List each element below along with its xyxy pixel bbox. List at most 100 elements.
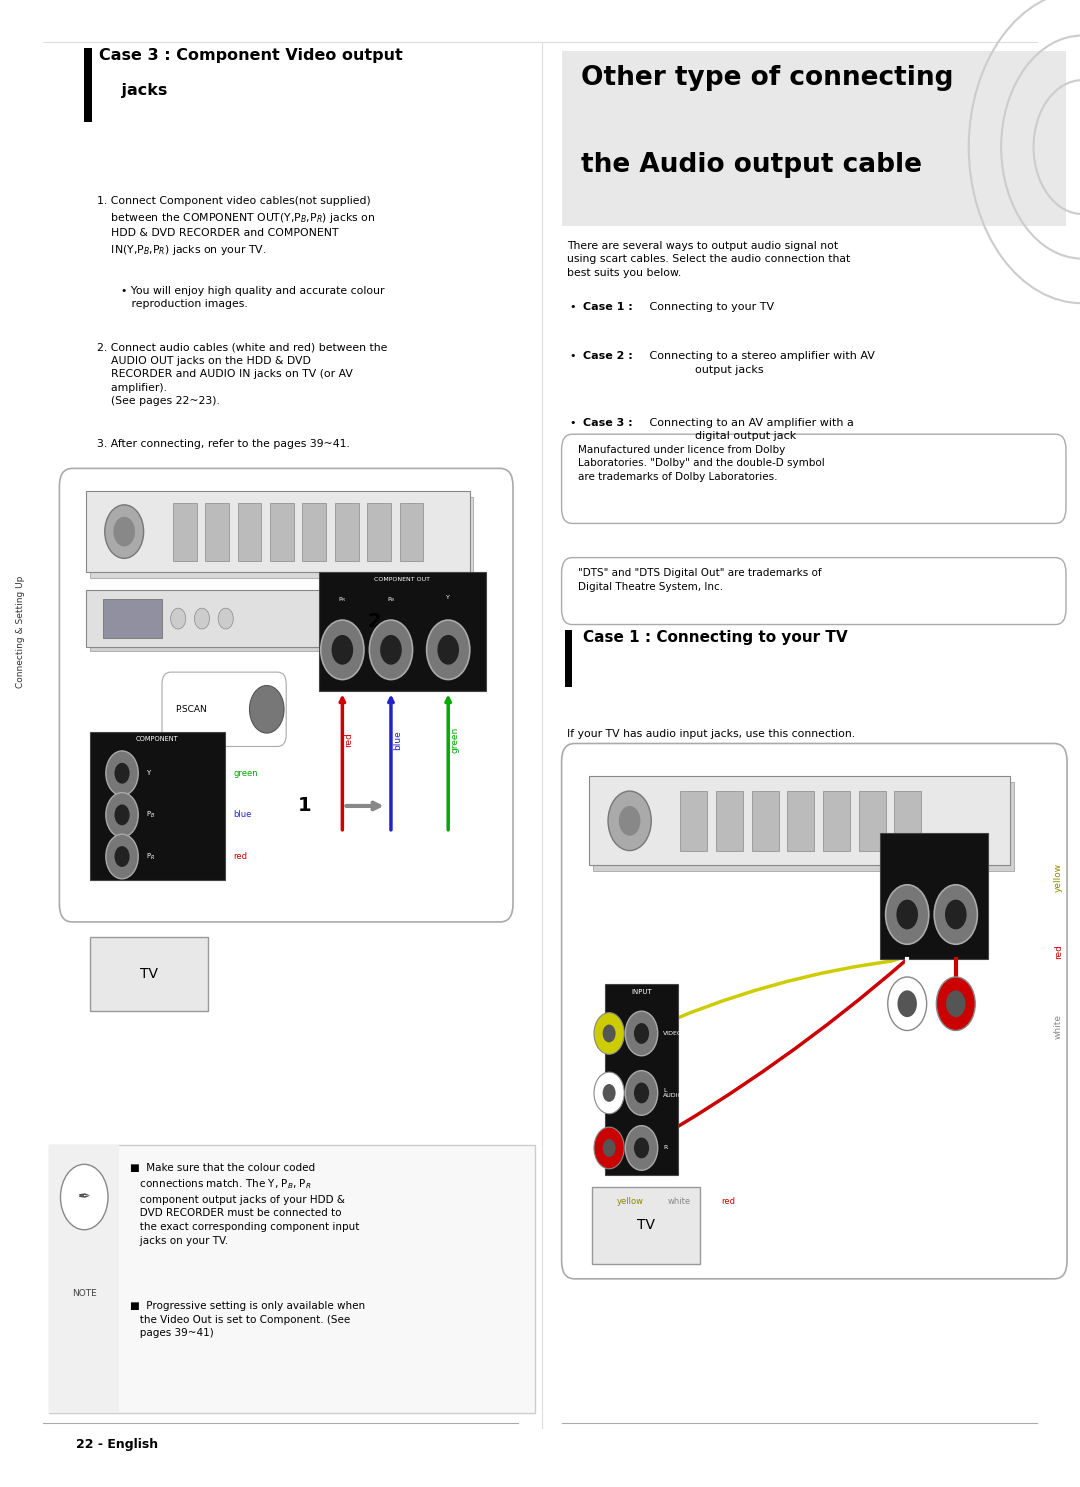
Text: Connecting to your TV: Connecting to your TV: [646, 302, 774, 312]
Text: P$_R$: P$_R$: [146, 852, 156, 861]
Text: Manufactured under licence from Dolby
Laboratories. "Dolby" and the double-D sym: Manufactured under licence from Dolby La…: [578, 445, 824, 482]
Text: yellow: yellow: [1054, 862, 1063, 892]
Bar: [605, 984, 678, 1175]
Text: white: white: [1054, 1014, 1063, 1038]
Text: ■  Progressive setting is only available when
   the Video Out is set to Compone: ■ Progressive setting is only available …: [130, 1301, 365, 1338]
Circle shape: [625, 1071, 658, 1115]
Circle shape: [634, 1138, 649, 1158]
Text: L
AUDIO: L AUDIO: [663, 1087, 684, 1099]
Bar: [319, 572, 486, 691]
Text: 22 - English: 22 - English: [76, 1438, 158, 1451]
Text: •: •: [569, 302, 576, 312]
Circle shape: [194, 608, 210, 629]
Text: Case 2 :: Case 2 :: [583, 351, 633, 361]
Bar: [302, 503, 326, 561]
Circle shape: [321, 620, 364, 680]
Text: TV: TV: [637, 1218, 654, 1233]
Circle shape: [934, 885, 977, 944]
Text: VIDEO: VIDEO: [663, 1030, 683, 1036]
Text: Y: Y: [446, 595, 450, 599]
Text: P$_B$: P$_B$: [387, 595, 395, 604]
Text: •: •: [569, 418, 576, 428]
Circle shape: [946, 990, 966, 1017]
Text: the Audio output cable: the Audio output cable: [581, 152, 922, 177]
Text: •: •: [569, 351, 576, 361]
Bar: [90, 732, 225, 880]
Text: Connecting & Setting Up: Connecting & Setting Up: [16, 575, 25, 688]
Bar: [173, 503, 197, 561]
Circle shape: [380, 635, 402, 665]
Circle shape: [634, 1023, 649, 1044]
Circle shape: [249, 686, 284, 733]
Bar: [787, 791, 814, 851]
Circle shape: [105, 506, 144, 559]
Circle shape: [886, 885, 929, 944]
Bar: [49, 1145, 119, 1413]
Circle shape: [896, 900, 918, 929]
Text: • You will enjoy high quality and accurate colour
   reproduction images.: • You will enjoy high quality and accura…: [121, 286, 384, 309]
Bar: [593, 782, 1014, 871]
Bar: [86, 491, 470, 572]
Bar: [400, 503, 423, 561]
Bar: [859, 791, 886, 851]
Circle shape: [594, 1127, 624, 1169]
Text: red: red: [721, 1197, 734, 1206]
Bar: [103, 599, 162, 638]
Text: Case 3 : Component Video output: Case 3 : Component Video output: [99, 48, 403, 62]
Bar: [335, 503, 359, 561]
Bar: [716, 791, 743, 851]
Text: NOTE: NOTE: [72, 1289, 96, 1298]
Circle shape: [106, 834, 138, 879]
Bar: [90, 937, 208, 1011]
Text: "DTS" and "DTS Digital Out" are trademarks of
Digital Theatre System, Inc.: "DTS" and "DTS Digital Out" are trademar…: [578, 568, 822, 592]
Bar: [238, 503, 261, 561]
Circle shape: [369, 620, 413, 680]
Circle shape: [218, 608, 233, 629]
Bar: [49, 1145, 535, 1413]
Circle shape: [171, 608, 186, 629]
Bar: [84, 48, 92, 122]
FancyBboxPatch shape: [562, 744, 1067, 1279]
Circle shape: [437, 635, 459, 665]
Circle shape: [114, 846, 130, 867]
Bar: [367, 503, 391, 561]
Text: INPUT: INPUT: [631, 989, 652, 995]
Text: COMPONENT OUT: COMPONENT OUT: [375, 577, 430, 581]
Circle shape: [625, 1126, 658, 1170]
Circle shape: [634, 1083, 649, 1103]
Text: 3. After connecting, refer to the pages 39~41.: 3. After connecting, refer to the pages …: [97, 439, 350, 449]
Circle shape: [113, 517, 135, 547]
FancyBboxPatch shape: [562, 558, 1066, 625]
Text: 1: 1: [297, 797, 311, 815]
Circle shape: [608, 791, 651, 851]
Circle shape: [106, 751, 138, 796]
Circle shape: [332, 635, 353, 665]
Text: green: green: [450, 727, 459, 752]
Text: Case 1 : Connecting to your TV: Case 1 : Connecting to your TV: [583, 630, 848, 645]
Bar: [589, 776, 1010, 865]
Circle shape: [427, 620, 470, 680]
Circle shape: [897, 990, 917, 1017]
Bar: [562, 51, 1066, 226]
Circle shape: [106, 793, 138, 837]
Text: P.SCAN: P.SCAN: [175, 705, 206, 714]
Bar: [270, 503, 294, 561]
Circle shape: [114, 763, 130, 784]
Bar: [205, 503, 229, 561]
Circle shape: [619, 806, 640, 836]
Bar: [565, 630, 572, 687]
Text: Other type of connecting: Other type of connecting: [581, 65, 954, 91]
Circle shape: [625, 1011, 658, 1056]
Circle shape: [114, 804, 130, 825]
Text: P$_B$: P$_B$: [146, 810, 156, 819]
Circle shape: [603, 1025, 616, 1042]
Text: R: R: [663, 1145, 667, 1151]
Circle shape: [594, 1072, 624, 1114]
Text: green: green: [233, 769, 258, 778]
Text: Case 3 :: Case 3 :: [583, 418, 633, 428]
Circle shape: [594, 1013, 624, 1054]
Bar: [894, 791, 921, 851]
Circle shape: [888, 977, 927, 1030]
Text: jacks: jacks: [99, 83, 167, 98]
Text: ■  Make sure that the colour coded
   connections match. The Y, P$_B$, P$_R$
   : ■ Make sure that the colour coded connec…: [130, 1163, 359, 1246]
